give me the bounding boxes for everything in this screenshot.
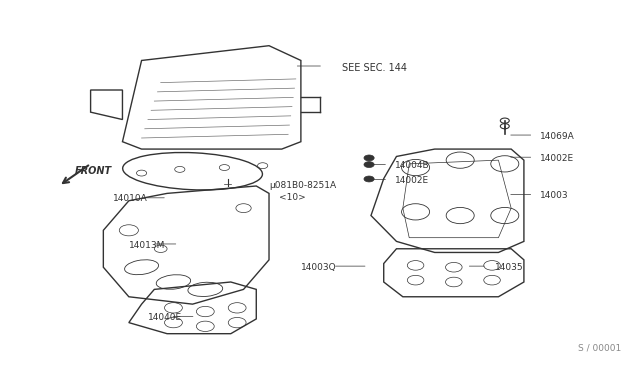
Text: 14069A: 14069A (540, 132, 575, 141)
Circle shape (364, 176, 374, 182)
Text: µ081B0-8251A: µ081B0-8251A (269, 182, 336, 190)
Text: 14003: 14003 (540, 191, 568, 200)
Text: 14004B: 14004B (395, 161, 430, 170)
Circle shape (364, 161, 374, 167)
Text: 14010A: 14010A (113, 195, 148, 203)
Circle shape (364, 155, 374, 161)
Text: S / 00001: S / 00001 (578, 344, 621, 353)
Text: FRONT: FRONT (75, 166, 112, 176)
Text: 14035: 14035 (495, 263, 524, 272)
Text: <10>: <10> (278, 193, 305, 202)
Text: 14003Q: 14003Q (301, 263, 337, 272)
Text: 14013M: 14013M (129, 241, 165, 250)
Text: 14002E: 14002E (395, 176, 429, 185)
Text: 14002E: 14002E (540, 154, 574, 163)
Text: 14040E: 14040E (148, 312, 182, 321)
Text: SEE SEC. 144: SEE SEC. 144 (342, 63, 407, 73)
